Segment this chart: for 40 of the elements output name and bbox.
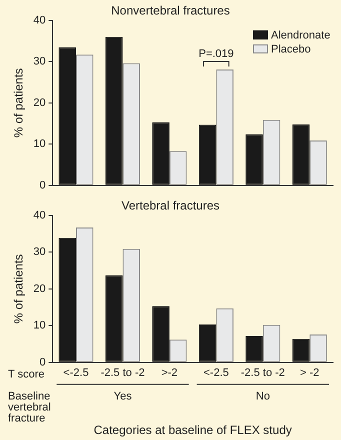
y-tick-label: 20 [33,282,46,295]
legend-label: Placebo [271,43,311,56]
bar [246,336,263,362]
y-tick-label: 30 [33,246,46,258]
x-axis-title: Categories at baseline of FLEX study [94,423,292,438]
y-axis-title: % of patients [12,68,26,138]
y-tick-label: 10 [33,138,46,150]
y-tick-label: 40 [33,209,46,222]
x-tick-label: -2.5 to -2 [100,367,145,380]
y-tick-label: 0 [40,356,46,368]
text: Yes [114,390,132,402]
bar [58,47,76,185]
bar [292,338,310,362]
x-tick-label: >-2 [161,367,178,380]
text: Baseline vertebral fracture [8,390,51,424]
bar [105,275,123,362]
text: No [256,390,270,402]
bar [152,306,170,362]
y-tick-label: 40 [33,14,46,26]
y-tick-label: 10 [33,320,46,332]
x-tick-label: -2.5 to -2 [240,367,285,380]
x-tick-label: > -2 [300,367,320,380]
bar [246,134,263,185]
bar [198,124,216,185]
bar [198,324,216,362]
legend-label: Alendronate [271,29,330,42]
text: T score [8,368,44,380]
chart-title: Nonvertebral fractures [111,4,230,18]
bar [105,36,123,185]
bar [152,122,170,185]
chart-title: Vertebral fractures [121,198,220,213]
x-tick-label: <-2.5 [63,367,89,380]
y-axis-title: % of patients [12,254,26,324]
y-tick-label: 20 [33,96,46,109]
bar [58,238,76,362]
y-tick-label: 30 [33,56,46,68]
x-tick-label: <-2.5 [203,367,229,380]
annotation: P=.019 [198,48,234,60]
bar [292,124,310,185]
y-tick-label: 0 [40,179,46,192]
